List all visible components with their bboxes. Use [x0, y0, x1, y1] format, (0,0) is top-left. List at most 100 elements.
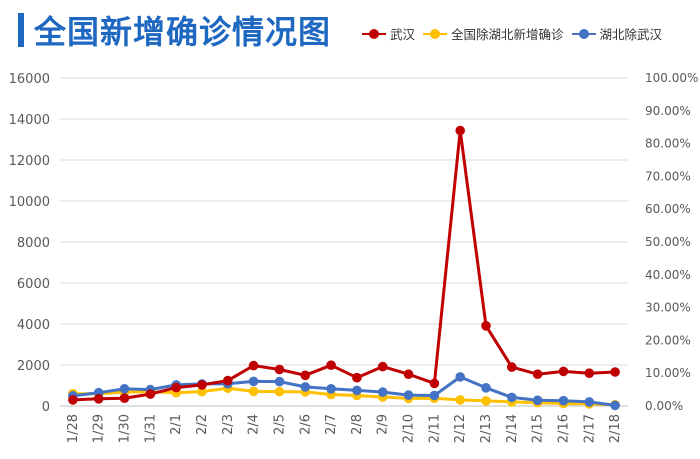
y-right-tick-label: 40.00%	[645, 268, 691, 282]
y-left-tick-label: 4000	[17, 318, 50, 333]
x-tick-label: 2/6	[298, 414, 313, 435]
x-tick-label: 2/11	[427, 414, 442, 443]
y-right-tick-label: 100.00%	[645, 71, 698, 85]
x-tick-label: 1/30	[118, 414, 133, 443]
data-point	[403, 369, 414, 380]
data-point	[119, 384, 130, 394]
x-tick-label: 2/5	[272, 414, 287, 435]
data-point	[377, 361, 388, 372]
x-tick-label: 2/13	[479, 414, 494, 443]
data-point	[507, 362, 517, 372]
series-line-2	[72, 375, 616, 407]
data-point	[274, 386, 285, 397]
data-point	[455, 372, 466, 382]
data-point	[352, 385, 362, 396]
data-point	[248, 386, 259, 397]
x-tick-label: 2/9	[376, 414, 391, 435]
y-right-tick-label: 60.00%	[645, 202, 691, 216]
data-point	[326, 384, 336, 394]
legend-label-wuhan: 武汉	[390, 27, 416, 42]
y-right-tick-label: 10.00%	[645, 366, 691, 380]
legend-item-wuhan: 武汉	[362, 24, 415, 43]
data-point	[481, 383, 491, 393]
x-tick-label: 2/12	[453, 414, 468, 443]
x-tick-label: 2/16	[556, 414, 571, 443]
data-point	[274, 376, 285, 387]
data-point	[507, 392, 517, 403]
x-tick-label: 2/2	[195, 414, 210, 435]
x-tick-label: 2/15	[531, 414, 546, 443]
y-left-tick-label: 6000	[17, 277, 50, 292]
legend-item-other: 全国除湖北新增确诊	[423, 24, 564, 43]
data-point	[558, 366, 569, 377]
y-right-tick-label: 80.00%	[645, 137, 691, 151]
legend-item-hubei: 湖北除武汉	[571, 24, 663, 43]
x-tick-label: 2/10	[402, 414, 417, 443]
legend-swatch-wuhan	[362, 28, 386, 39]
data-point	[223, 375, 233, 386]
x-tick-label: 2/3	[221, 414, 236, 435]
data-point	[145, 389, 156, 399]
data-point	[455, 125, 466, 136]
x-tick-label: 2/14	[505, 414, 520, 443]
data-point	[584, 368, 595, 379]
data-point	[93, 394, 104, 404]
y-right-tick-label: 70.00%	[645, 169, 691, 183]
data-point	[197, 380, 207, 390]
data-point	[171, 382, 181, 393]
title-bar: 全国新增确诊情况图	[18, 10, 332, 51]
data-point	[532, 395, 543, 406]
data-point	[377, 387, 388, 397]
chart-title: 全国新增确诊情况图	[34, 13, 332, 51]
data-point	[455, 395, 466, 405]
y-right-tick-label: 50.00%	[645, 235, 691, 249]
y-left-tick-label: 10000	[9, 195, 50, 210]
data-point	[610, 367, 620, 377]
y-right-tick-label: 0.00%	[645, 399, 683, 413]
legend-label-other: 全国除湖北新增确诊	[451, 27, 564, 42]
data-point	[584, 397, 595, 407]
data-point	[248, 360, 259, 371]
data-point	[403, 390, 414, 400]
legend-swatch-hubei	[571, 28, 596, 39]
series-line-0	[72, 129, 616, 402]
y-left-tick-label: 14000	[9, 113, 50, 128]
x-tick-label: 2/7	[324, 414, 339, 435]
y-left-tick-label: 12000	[9, 154, 50, 169]
data-point	[610, 400, 620, 411]
y-left-tick-label: 2000	[17, 359, 50, 374]
data-point	[532, 369, 543, 380]
y-right-tick-label: 30.00%	[645, 301, 691, 315]
y-left-tick-label: 0	[42, 400, 50, 415]
data-point	[481, 396, 491, 406]
x-tick-label: 1/29	[92, 414, 107, 443]
x-tick-label: 2/8	[350, 414, 365, 435]
data-point	[119, 393, 130, 404]
data-point	[558, 395, 569, 406]
title-accent-bar	[18, 13, 24, 47]
chart-legend: 武汉 全国除湖北新增确诊 湖北除武汉	[362, 24, 670, 43]
y-right-tick-label: 20.00%	[645, 333, 691, 347]
data-point	[429, 378, 440, 389]
data-point	[326, 360, 336, 371]
data-point	[197, 386, 207, 397]
data-point	[481, 321, 491, 331]
data-point	[352, 372, 362, 383]
x-tick-label: 1/31	[143, 414, 158, 443]
x-tick-label: 2/1	[169, 414, 184, 435]
y-left-tick-label: 8000	[17, 236, 50, 251]
legend-swatch-other	[423, 28, 448, 39]
x-tick-label: 2/17	[582, 414, 597, 443]
data-point	[300, 370, 311, 381]
data-point	[300, 382, 311, 392]
x-tick-label: 2/18	[608, 414, 623, 443]
x-tick-label: 1/28	[66, 414, 81, 443]
data-point	[248, 376, 259, 387]
x-tick-label: 2/4	[247, 414, 262, 435]
data-point	[274, 364, 285, 375]
y-left-tick-label: 16000	[9, 72, 50, 87]
y-right-tick-label: 90.00%	[645, 104, 691, 118]
legend-label-hubei: 湖北除武汉	[599, 27, 663, 42]
data-point	[68, 395, 78, 405]
